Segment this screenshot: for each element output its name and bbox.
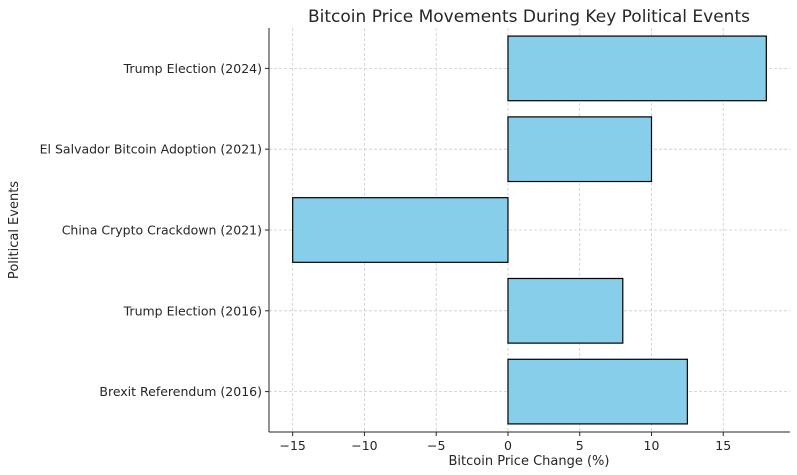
bar	[292, 197, 509, 263]
y-axis-label: Political Events	[7, 181, 22, 279]
y-tick-label: Trump Election (2024)	[123, 61, 262, 76]
x-tick-label: 5	[576, 438, 584, 453]
x-tick-label: 15	[715, 438, 731, 453]
bar	[507, 116, 653, 183]
x-tick-label: −5	[427, 438, 445, 453]
bar	[507, 358, 688, 425]
x-axis-label: Bitcoin Price Change (%)	[449, 454, 610, 469]
y-tick-label: China Crypto Crackdown (2021)	[62, 223, 262, 238]
axes	[265, 28, 790, 436]
x-tick-label: 10	[644, 438, 660, 453]
x-tick-label: −15	[279, 438, 305, 453]
bar	[507, 35, 767, 102]
y-tick-label: Trump Election (2016)	[123, 303, 262, 318]
x-tick-label: −10	[351, 438, 377, 453]
x-tick-label: 0	[504, 438, 512, 453]
bar	[507, 277, 624, 344]
y-tick-label: El Salvador Bitcoin Adoption (2021)	[40, 142, 262, 157]
bars	[292, 35, 767, 425]
x-tick-labels: −15 −10 −5 0 5 10 15	[279, 438, 731, 453]
y-tick-labels: Brexit Referendum (2016) Trump Election (…	[40, 61, 262, 399]
chart-title: Bitcoin Price Movements During Key Polit…	[308, 7, 750, 27]
y-tick-label: Brexit Referendum (2016)	[99, 384, 262, 399]
